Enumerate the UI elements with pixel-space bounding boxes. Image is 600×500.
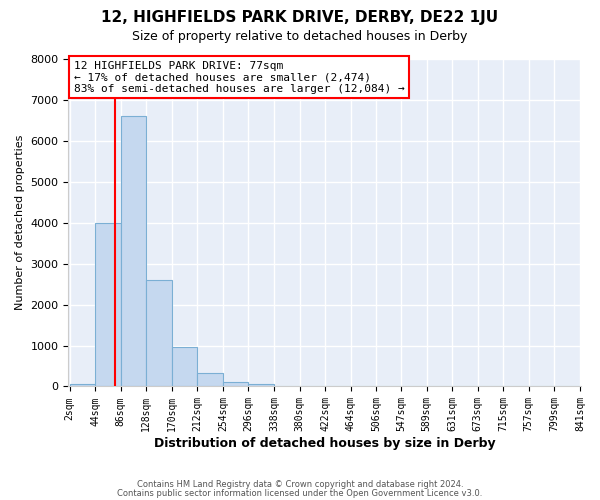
Bar <box>95 222 121 386</box>
Bar <box>146 280 172 386</box>
Bar <box>248 384 274 386</box>
Text: Size of property relative to detached houses in Derby: Size of property relative to detached ho… <box>133 30 467 43</box>
Text: 12, HIGHFIELDS PARK DRIVE, DERBY, DE22 1JU: 12, HIGHFIELDS PARK DRIVE, DERBY, DE22 1… <box>101 10 499 25</box>
Y-axis label: Number of detached properties: Number of detached properties <box>15 135 25 310</box>
Bar <box>121 116 146 386</box>
Bar <box>70 384 95 386</box>
Bar <box>172 347 197 387</box>
Text: Contains public sector information licensed under the Open Government Licence v3: Contains public sector information licen… <box>118 488 482 498</box>
Bar <box>223 382 248 386</box>
Text: 12 HIGHFIELDS PARK DRIVE: 77sqm
← 17% of detached houses are smaller (2,474)
83%: 12 HIGHFIELDS PARK DRIVE: 77sqm ← 17% of… <box>74 60 404 94</box>
Text: Contains HM Land Registry data © Crown copyright and database right 2024.: Contains HM Land Registry data © Crown c… <box>137 480 463 489</box>
X-axis label: Distribution of detached houses by size in Derby: Distribution of detached houses by size … <box>154 437 496 450</box>
Bar <box>197 374 223 386</box>
